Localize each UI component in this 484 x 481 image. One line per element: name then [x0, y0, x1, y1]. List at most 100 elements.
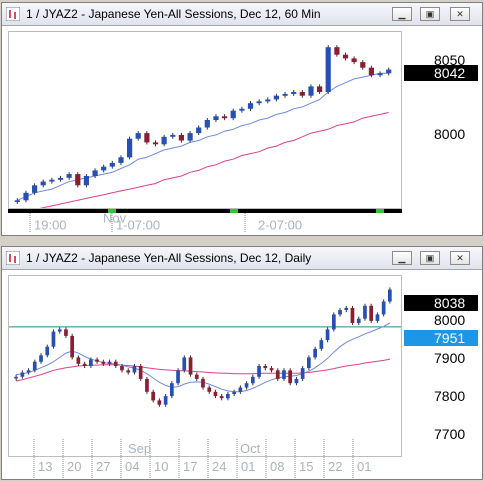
- candle[interactable]: [170, 132, 176, 139]
- price-scale[interactable]: 8038 8000 7951 7900 7800 7700: [404, 275, 482, 457]
- title-bar[interactable]: 1 / JYAZ2 - Japanese Yen-All Sessions, D…: [2, 247, 482, 270]
- close-button[interactable]: ✕: [450, 251, 470, 265]
- candle[interactable]: [49, 177, 55, 184]
- candle[interactable]: [377, 71, 383, 78]
- candle[interactable]: [360, 60, 366, 70]
- candle[interactable]: [109, 160, 115, 169]
- candle[interactable]: [308, 84, 314, 98]
- candle[interactable]: [375, 312, 380, 323]
- candle[interactable]: [294, 376, 299, 386]
- candle[interactable]: [291, 89, 297, 96]
- candle[interactable]: [51, 329, 56, 349]
- candle[interactable]: [83, 173, 89, 188]
- candle[interactable]: [196, 125, 202, 136]
- candle[interactable]: [239, 106, 245, 113]
- candle[interactable]: [152, 140, 159, 147]
- candle[interactable]: [204, 117, 210, 130]
- candle[interactable]: [325, 45, 331, 95]
- candle[interactable]: [275, 368, 280, 381]
- candlestick-chart-60min[interactable]: [9, 32, 401, 212]
- candle[interactable]: [101, 164, 107, 173]
- candle[interactable]: [230, 108, 236, 121]
- candle[interactable]: [265, 97, 271, 104]
- candle[interactable]: [226, 391, 230, 401]
- candle[interactable]: [107, 359, 112, 366]
- candle[interactable]: [213, 389, 218, 399]
- candle[interactable]: [176, 368, 180, 386]
- candle[interactable]: [300, 366, 305, 381]
- candle[interactable]: [163, 394, 168, 407]
- candle[interactable]: [238, 385, 243, 394]
- candle[interactable]: [388, 287, 392, 304]
- candle[interactable]: [39, 353, 43, 364]
- candle[interactable]: [75, 172, 81, 188]
- candle[interactable]: [157, 398, 162, 407]
- candle[interactable]: [32, 359, 37, 373]
- candle[interactable]: [57, 327, 62, 334]
- candle[interactable]: [317, 84, 323, 95]
- candle[interactable]: [40, 179, 46, 188]
- candle[interactable]: [307, 355, 311, 371]
- chart-window-daily[interactable]: 1 / JYAZ2 - Japanese Yen-All Sessions, D…: [1, 246, 483, 480]
- candle[interactable]: [263, 363, 268, 371]
- candle[interactable]: [207, 385, 212, 394]
- candle[interactable]: [95, 357, 99, 364]
- candle[interactable]: [89, 357, 93, 369]
- candle[interactable]: [244, 381, 249, 390]
- candle[interactable]: [332, 312, 336, 332]
- plot-area[interactable]: [8, 275, 402, 457]
- minimize-button[interactable]: ▁: [392, 7, 412, 21]
- candle[interactable]: [32, 183, 38, 195]
- candle[interactable]: [66, 172, 72, 180]
- candle[interactable]: [288, 368, 292, 386]
- candle[interactable]: [170, 381, 174, 399]
- candle[interactable]: [247, 101, 254, 111]
- candle[interactable]: [273, 93, 279, 102]
- candle[interactable]: [325, 327, 330, 343]
- candle[interactable]: [113, 359, 118, 369]
- candle[interactable]: [222, 114, 228, 121]
- candle[interactable]: [256, 99, 262, 106]
- candle[interactable]: [26, 368, 31, 375]
- candle[interactable]: [182, 355, 187, 373]
- candle[interactable]: [363, 303, 367, 321]
- candle[interactable]: [64, 327, 68, 338]
- candle[interactable]: [319, 338, 324, 351]
- candle[interactable]: [151, 389, 155, 403]
- candle[interactable]: [386, 67, 392, 76]
- candle[interactable]: [344, 305, 349, 313]
- candle[interactable]: [92, 168, 98, 179]
- candle[interactable]: [57, 175, 64, 182]
- candle[interactable]: [14, 198, 20, 204]
- candle[interactable]: [369, 303, 373, 323]
- restore-button[interactable]: ▣: [420, 251, 440, 265]
- candle[interactable]: [201, 376, 205, 390]
- minimize-button[interactable]: ▁: [392, 251, 412, 265]
- candle[interactable]: [135, 131, 141, 141]
- restore-button[interactable]: ▣: [420, 7, 440, 21]
- candle[interactable]: [126, 368, 131, 375]
- candle[interactable]: [145, 376, 149, 394]
- candle[interactable]: [338, 308, 342, 317]
- candle[interactable]: [76, 355, 81, 366]
- candle[interactable]: [118, 155, 124, 165]
- candle[interactable]: [138, 363, 143, 381]
- candlestick-chart-daily[interactable]: [9, 276, 401, 456]
- close-button[interactable]: ✕: [450, 7, 470, 21]
- candle[interactable]: [161, 134, 167, 147]
- candle[interactable]: [132, 363, 137, 375]
- candle[interactable]: [20, 370, 25, 379]
- candle[interactable]: [219, 394, 224, 401]
- candle[interactable]: [144, 131, 150, 145]
- candle[interactable]: [356, 316, 361, 326]
- candle[interactable]: [70, 333, 74, 360]
- chart-window-60min[interactable]: 1 / JYAZ2 - Japanese Yen-All Sessions, D…: [1, 2, 483, 236]
- candle[interactable]: [269, 366, 274, 373]
- candle[interactable]: [251, 374, 255, 386]
- candle[interactable]: [351, 56, 357, 65]
- candle[interactable]: [257, 363, 261, 379]
- candle[interactable]: [299, 89, 305, 98]
- candle[interactable]: [101, 359, 106, 366]
- plot-area[interactable]: [8, 31, 402, 212]
- candle[interactable]: [127, 136, 133, 160]
